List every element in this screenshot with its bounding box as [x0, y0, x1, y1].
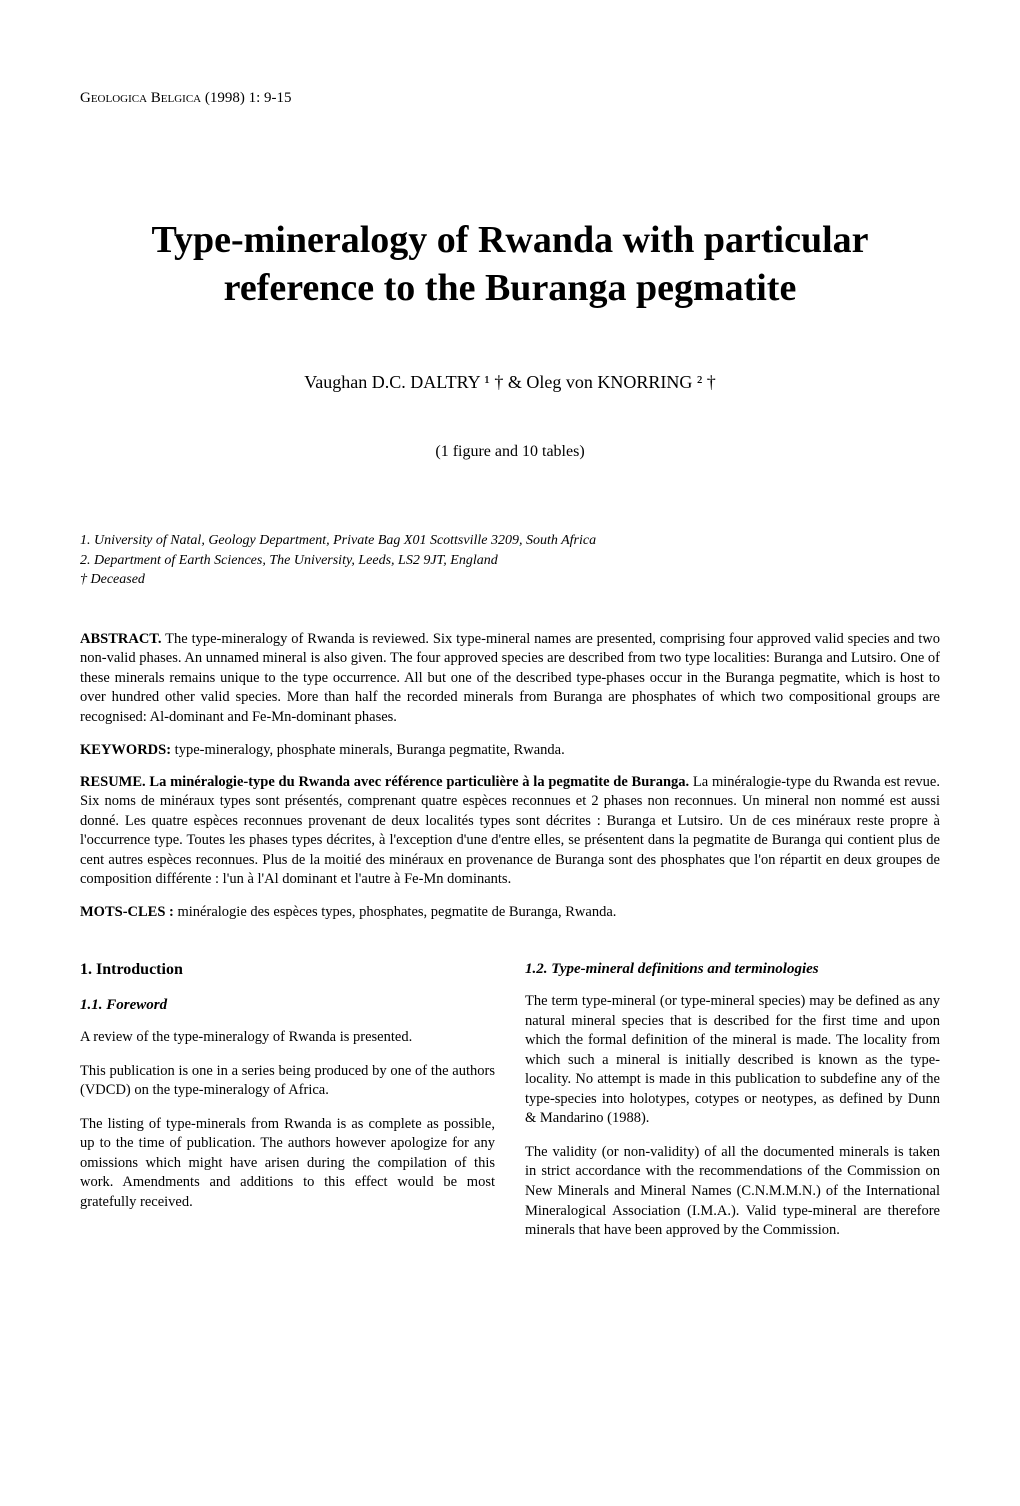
- affiliation-1: 1. University of Natal, Geology Departme…: [80, 531, 940, 551]
- abstract-label: ABSTRACT.: [80, 631, 162, 647]
- body-paragraph: The listing of type-minerals from Rwanda…: [80, 1115, 495, 1213]
- subsection-heading-definitions: 1.2. Type-mineral definitions and termin…: [525, 961, 940, 978]
- paper-title: Type-mineralogy of Rwanda with particula…: [80, 217, 940, 312]
- resume-title: La minéralogie-type du Rwanda avec référ…: [146, 774, 690, 790]
- resume-text: La minéralogie-type du Rwanda est revue.…: [80, 774, 940, 888]
- journal-header: Geologica Belgica (1998) 1: 9-15: [80, 90, 940, 107]
- body-paragraph: A review of the type-mineralogy of Rwand…: [80, 1028, 495, 1048]
- subsection-heading-foreword: 1.1. Foreword: [80, 997, 495, 1014]
- affiliation-deceased: † Deceased: [80, 570, 940, 590]
- motscles-text: minéralogie des espèces types, phosphate…: [174, 904, 617, 920]
- abstract-block: ABSTRACT. The type-mineralogy of Rwanda …: [80, 630, 940, 728]
- body-paragraph: The validity (or non-validity) of all th…: [525, 1143, 940, 1241]
- motscles-label: MOTS-CLES :: [80, 904, 174, 920]
- keywords-text: type-mineralogy, phosphate minerals, Bur…: [171, 742, 565, 758]
- two-column-body: 1. Introduction 1.1. Foreword A review o…: [80, 961, 940, 1255]
- authors-line: Vaughan D.C. DALTRY ¹ † & Oleg von KNORR…: [80, 372, 940, 393]
- resume-label: RESUME.: [80, 774, 146, 790]
- motscles-block: MOTS-CLES : minéralogie des espèces type…: [80, 904, 940, 921]
- keywords-block: KEYWORDS: type-mineralogy, phosphate min…: [80, 742, 940, 759]
- abstract-text: The type-mineralogy of Rwanda is reviewe…: [80, 631, 940, 725]
- figures-note: (1 figure and 10 tables): [80, 443, 940, 461]
- affiliation-2: 2. Department of Earth Sciences, The Uni…: [80, 551, 940, 571]
- affiliations-block: 1. University of Natal, Geology Departme…: [80, 531, 940, 590]
- section-heading-introduction: 1. Introduction: [80, 961, 495, 979]
- right-column: 1.2. Type-mineral definitions and termin…: [525, 961, 940, 1255]
- body-paragraph: The term type-mineral (or type-mineral s…: [525, 992, 940, 1129]
- resume-block: RESUME. La minéralogie-type du Rwanda av…: [80, 773, 940, 890]
- left-column: 1. Introduction 1.1. Foreword A review o…: [80, 961, 495, 1255]
- keywords-label: KEYWORDS:: [80, 742, 171, 758]
- body-paragraph: This publication is one in a series bein…: [80, 1062, 495, 1101]
